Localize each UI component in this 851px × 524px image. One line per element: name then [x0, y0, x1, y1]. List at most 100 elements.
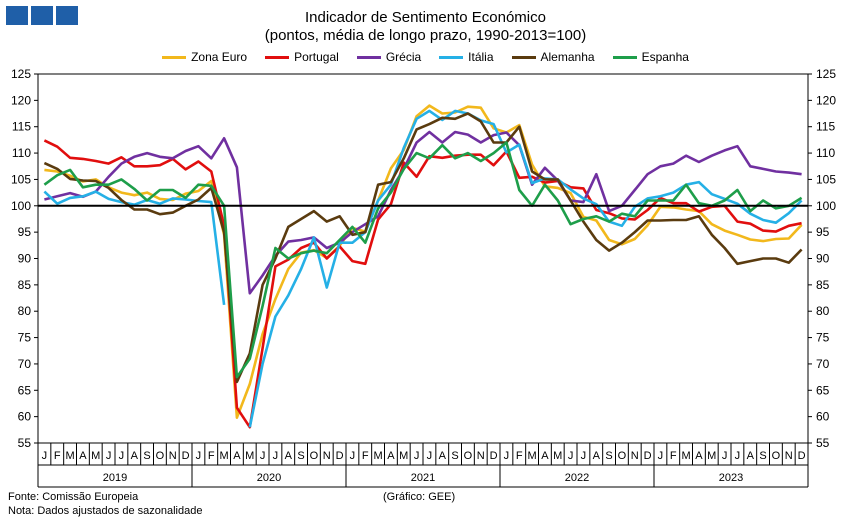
y-tick-label-left: 75 [18, 331, 32, 345]
month-label: N [323, 450, 331, 462]
month-label: M [245, 450, 254, 462]
month-label: M [707, 450, 716, 462]
y-tick-label-left: 95 [18, 225, 32, 239]
legend-label: Grécia [385, 50, 422, 64]
series-line-zona-euro [44, 104, 803, 420]
y-tick-label-left: 120 [11, 93, 31, 107]
month-label: S [759, 450, 766, 462]
y-tick-label-right: 105 [816, 172, 836, 186]
y-tick-label-right: 95 [816, 225, 830, 239]
source-note: Fonte: Comissão Europeia [8, 491, 139, 503]
month-label: M [681, 450, 690, 462]
legend-swatch [439, 55, 464, 59]
month-label: N [631, 450, 639, 462]
month-label: A [695, 450, 703, 462]
y-tick-label-left: 115 [12, 120, 31, 134]
month-label: D [798, 450, 806, 462]
y-tick-label-left: 105 [11, 172, 31, 186]
legend-item: Portugal [265, 50, 339, 64]
month-label: O [464, 450, 473, 462]
month-label: A [285, 450, 293, 462]
year-label: 2022 [565, 472, 589, 484]
legend-swatch [612, 55, 637, 59]
legend-item: Itália [439, 50, 494, 64]
month-label: J [568, 450, 574, 462]
month-label: M [219, 450, 228, 462]
y-tick-label-left: 65 [18, 383, 32, 397]
month-label: N [785, 450, 793, 462]
month-label: J [581, 450, 587, 462]
logo-block [6, 6, 28, 25]
month-label: D [490, 450, 498, 462]
month-label: O [772, 450, 781, 462]
series-line-grécia [44, 130, 802, 295]
logo-block [56, 6, 78, 25]
month-label: M [373, 450, 382, 462]
legend-label: Espanha [641, 50, 689, 64]
y-tick-label-right: 60 [816, 410, 830, 424]
y-tick-label-right: 85 [816, 278, 830, 292]
month-label: F [362, 450, 369, 462]
month-label: J [427, 450, 433, 462]
month-label: J [42, 450, 48, 462]
y-tick-label-right: 125 [816, 67, 836, 81]
plot-frame [37, 73, 809, 444]
month-label: F [54, 450, 61, 462]
month-label: A [747, 450, 755, 462]
month-label: N [169, 450, 177, 462]
y-tick-label-right: 75 [816, 331, 830, 345]
month-label: M [65, 450, 74, 462]
month-label: S [143, 450, 150, 462]
y-tick-label-left: 125 [11, 67, 31, 81]
legend-swatch [511, 55, 536, 59]
month-label: J [260, 450, 266, 462]
y-tick-label-right: 90 [816, 252, 830, 266]
y-tick-label-right: 70 [816, 357, 830, 371]
year-label: 2021 [411, 472, 435, 484]
month-label: J [196, 450, 202, 462]
month-label: A [131, 450, 139, 462]
month-label: F [208, 450, 215, 462]
y-tick-label-left: 85 [18, 278, 32, 292]
month-label: D [182, 450, 190, 462]
month-label: N [477, 450, 485, 462]
legend: Zona Euro Portugal Grécia Itália Alemanha Esp… [0, 50, 851, 64]
month-label: S [605, 450, 612, 462]
month-label: J [273, 450, 279, 462]
y-tick-label-left: 55 [18, 436, 32, 450]
chart-credit: (Gráfico: GEE) [383, 491, 456, 503]
y-tick-label-right: 55 [816, 436, 830, 450]
legend-item: Espanha [612, 50, 689, 64]
month-label: F [670, 450, 677, 462]
legend-label: Zona Euro [191, 50, 248, 64]
y-tick-label-right: 65 [816, 383, 830, 397]
month-label: A [387, 450, 395, 462]
month-label: J [106, 450, 112, 462]
month-label: M [553, 450, 562, 462]
legend-swatch [356, 55, 381, 59]
month-label: D [336, 450, 344, 462]
series-line-alemanha [43, 112, 803, 384]
month-label: J [658, 450, 664, 462]
y-tick-label-right: 120 [816, 93, 836, 107]
month-label: J [504, 450, 510, 462]
series-line-portugal [43, 139, 802, 429]
y-tick-label-right: 115 [816, 120, 835, 134]
month-label: A [541, 450, 549, 462]
month-label: D [644, 450, 652, 462]
chart-subtitle: (pontos, média de longo prazo, 1990-2013… [264, 27, 587, 44]
y-tick-label-left: 90 [18, 252, 32, 266]
year-label: 2019 [103, 472, 127, 484]
y-tick-label-right: 100 [816, 199, 836, 213]
logo-block [31, 6, 53, 25]
month-label: J [735, 450, 741, 462]
y-tick-label-left: 110 [12, 146, 31, 160]
series-line-itália [248, 109, 803, 428]
month-label: J [119, 450, 125, 462]
month-label: J [722, 450, 728, 462]
month-label: O [156, 450, 165, 462]
month-label: A [439, 450, 447, 462]
month-label: M [527, 450, 536, 462]
month-label: J [350, 450, 356, 462]
